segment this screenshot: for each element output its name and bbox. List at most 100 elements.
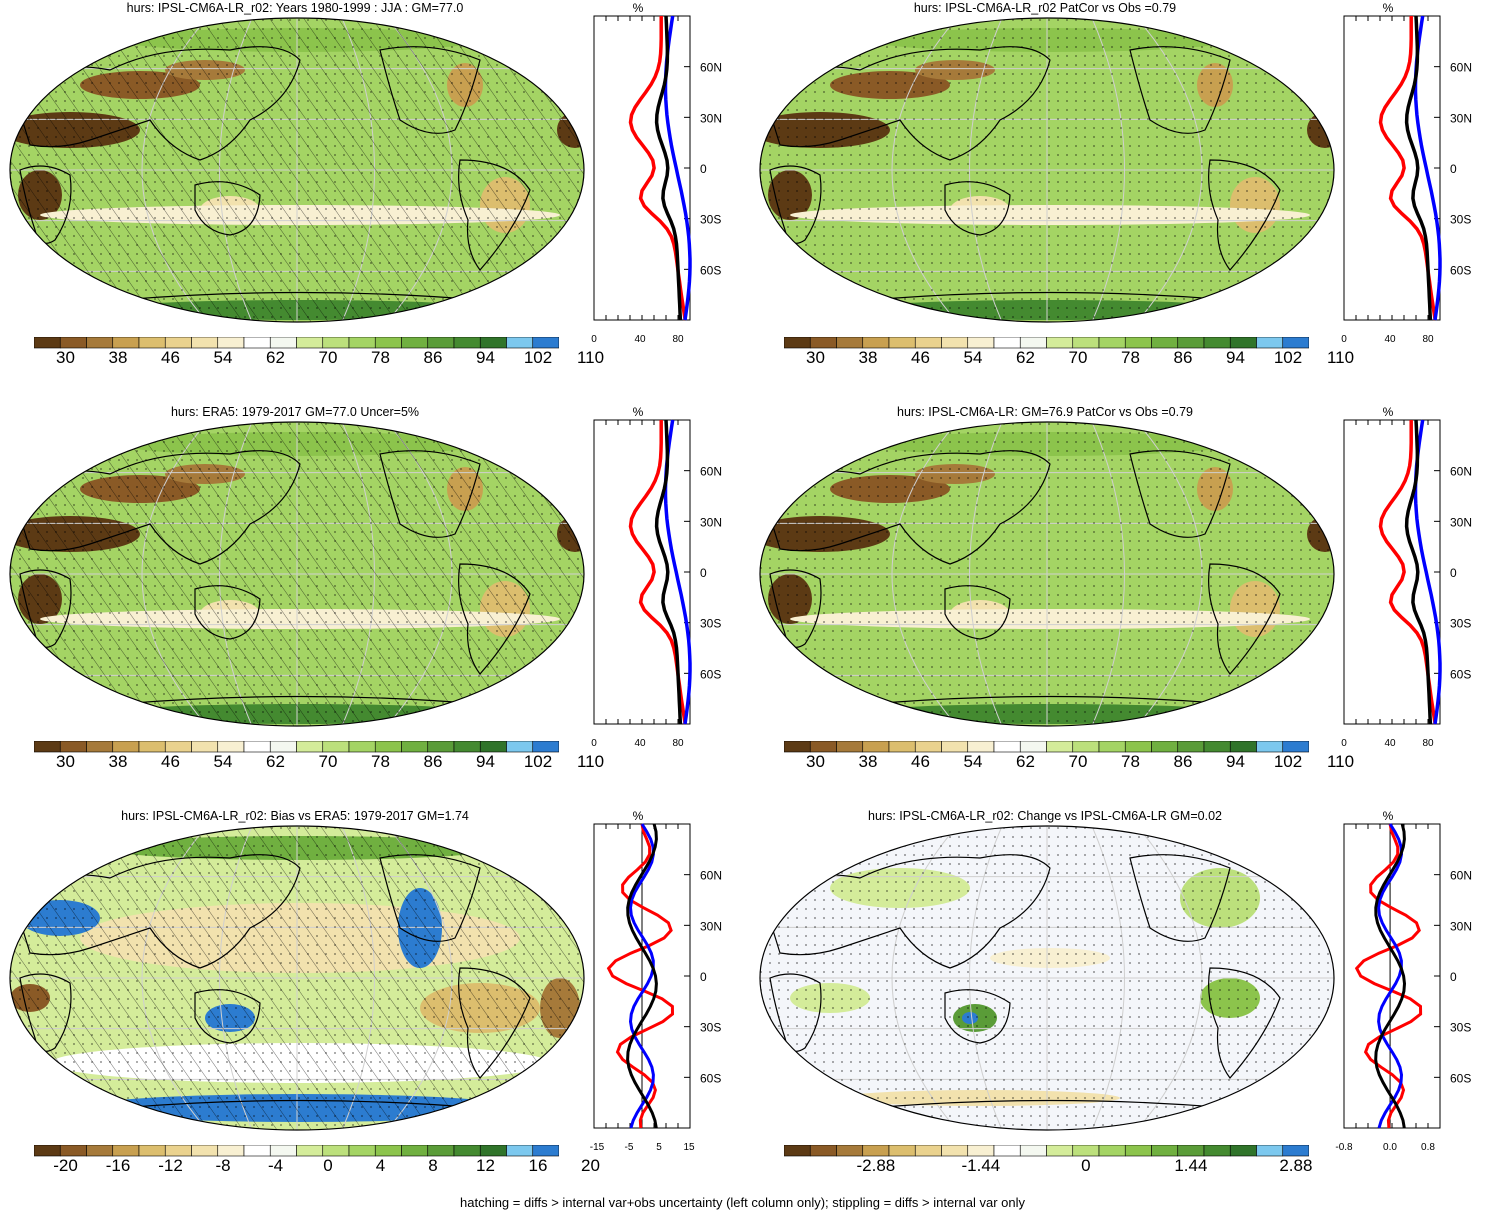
profile-lat-label: 0 [700, 162, 707, 176]
map-ellipse [759, 17, 1335, 323]
colorbar-label: 70 [1068, 752, 1088, 771]
colorbar-label: 94 [1226, 752, 1245, 771]
profile-lat-label: 30N [700, 919, 722, 933]
map-border [9, 17, 585, 323]
map-panel-p6: hurs: IPSL-CM6A-LR_r02: Change vs IPSL-C… [750, 808, 1485, 1212]
profile-xtick: 40 [1384, 738, 1396, 749]
profile-unit-label: % [1383, 1, 1394, 15]
colorbar [34, 741, 559, 753]
colorbar-label: 38 [108, 348, 128, 367]
profile-lat-label: 30S [700, 213, 721, 227]
profile-frame [1343, 419, 1441, 725]
coastline [869, 695, 1231, 705]
map-ellipse [759, 825, 1335, 1131]
colorbar-label: 0 [1081, 1156, 1091, 1175]
colorbar-label: 1.44 [1174, 1156, 1208, 1175]
colorbar [34, 1145, 559, 1157]
colorbar-label: 70 [318, 752, 338, 771]
profile-lat-label: 60S [1450, 263, 1471, 277]
profile-curve-red [1354, 823, 1423, 1129]
zonal-mean-profile: % -15 -5 5 15 60N 30N 0 30S 60S [590, 809, 722, 1153]
coastline [119, 291, 481, 301]
profile-lat-label: 30S [1450, 1021, 1471, 1035]
profile-frame [1343, 15, 1441, 321]
profile-lat-label: 30N [700, 111, 722, 125]
colorbar-label: 78 [371, 752, 390, 771]
colorbar-label: 78 [371, 348, 390, 367]
profile-lat-label: 30S [700, 1021, 721, 1035]
profile-lat-label: 60N [700, 465, 722, 479]
profile-xtick: -0.8 [1335, 1142, 1353, 1153]
coastline [458, 159, 531, 271]
colorbar-swatch [1282, 337, 1309, 349]
colorbar-label: -2.88 [856, 1156, 896, 1175]
profile-xtick: 5 [656, 1142, 662, 1153]
colorbar-label: 54 [963, 348, 983, 367]
coastline [119, 695, 481, 705]
colorbar-label: -20 [53, 1156, 78, 1175]
coastline [10, 46, 301, 161]
profile-lat-label: 0 [700, 566, 707, 580]
coastline [19, 165, 72, 244]
colorbar-label: -4 [267, 1156, 284, 1175]
colorbar-label: 86 [423, 752, 443, 771]
colorbar-label: 78 [1121, 752, 1140, 771]
map-panel-p4: hurs: IPSL-CM6A-LR: GM=76.9 PatCor vs Ob… [750, 404, 1485, 808]
coastline [944, 989, 1011, 1044]
colorbar-label: 0 [323, 1156, 333, 1175]
map-title: hurs: ERA5: 1979-2017 GM=77.0 Uncer=5% [170, 405, 420, 419]
colorbar-label: 20 [581, 1156, 600, 1175]
colorbar-label: 110 [1326, 348, 1355, 367]
colorbar-swatch [1282, 1145, 1309, 1157]
map-panel-p2: hurs: IPSL-CM6A-LR_r02 PatCor vs Obs =0.… [750, 0, 1485, 404]
map-panel-p1: hurs: IPSL-CM6A-LR_r02: Years 1980-1999 … [0, 0, 742, 404]
colorbar-label: 102 [1273, 752, 1303, 771]
colorbar-swatch [532, 1145, 559, 1157]
colorbar-labels: 30 38 46 54 62 70 78 86 94 102 110 [0, 752, 604, 778]
map-border [9, 825, 585, 1131]
coastline [944, 181, 1011, 236]
colorbar-label: 4 [375, 1156, 386, 1175]
profile-lat-label: 30S [700, 617, 721, 631]
profile-lat-label: 0 [1450, 162, 1457, 176]
map-border [759, 17, 1335, 323]
coastline [769, 569, 822, 648]
map-ellipse [9, 17, 585, 323]
colorbar [784, 741, 1309, 753]
map-panel-p5: hurs: IPSL-CM6A-LR_r02: Bias vs ERA5: 19… [0, 808, 742, 1212]
coastline [1208, 159, 1281, 271]
colorbar-label: 102 [523, 348, 553, 367]
profile-lat-label: 30N [700, 515, 722, 529]
colorbar-label: 78 [1121, 348, 1140, 367]
colorbar-label: 62 [266, 348, 285, 367]
colorbar-swatch [532, 337, 559, 349]
colorbar-label: 30 [56, 348, 75, 367]
coastline [769, 973, 822, 1052]
profile-frame [593, 419, 691, 725]
profile-xtick: 80 [1422, 334, 1434, 345]
colorbar-label: 38 [858, 348, 878, 367]
profile-lat-label: 60S [1450, 1071, 1471, 1085]
coastline [760, 450, 1051, 565]
colorbar-label: 46 [161, 348, 180, 367]
coastline [458, 563, 531, 675]
colorbar-label: 16 [528, 1156, 548, 1175]
zonal-mean-profile: % 0 40 80 60N 30N 0 30S 60S [591, 405, 722, 749]
map-title: hurs: IPSL-CM6A-LR_r02 PatCor vs Obs =0.… [913, 1, 1177, 15]
profile-curve-black [1374, 823, 1407, 1129]
colorbar [784, 1145, 1309, 1157]
profile-lat-label: 60S [700, 263, 721, 277]
map-ellipse [759, 421, 1335, 727]
colorbar-labels: 30 38 46 54 62 70 78 86 94 102 110 [750, 348, 1354, 374]
coastline [379, 450, 481, 538]
colorbar-label: -8 [215, 1156, 231, 1175]
profile-lat-label: 60N [700, 61, 722, 75]
profile-curve-black [1404, 419, 1433, 725]
colorbar-label: 54 [963, 752, 983, 771]
map-ellipse [9, 825, 585, 1131]
map-title: hurs: IPSL-CM6A-LR_r02: Years 1980-1999 … [126, 1, 464, 15]
coastline [1208, 563, 1281, 675]
coastline [1208, 967, 1281, 1079]
profile-lat-label: 0 [1450, 566, 1457, 580]
profile-unit-label: % [1383, 405, 1394, 419]
